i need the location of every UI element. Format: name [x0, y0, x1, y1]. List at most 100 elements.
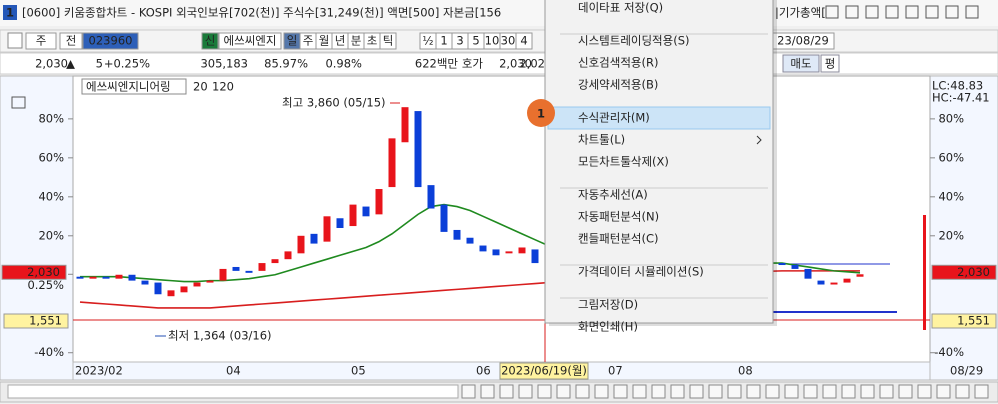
period-select-box[interactable]: [25, 32, 57, 50]
title-button[interactable]: [965, 5, 979, 19]
menu-item[interactable]: 캔들패턴분석(C): [578, 232, 658, 246]
y2-tick-label: 80%: [938, 111, 964, 125]
scroll-tool[interactable]: [480, 384, 495, 399]
scroll-tool[interactable]: [613, 384, 628, 399]
menu-item[interactable]: 시스템트레이딩적용(S): [578, 34, 690, 48]
candle-body: [388, 138, 396, 188]
candle-body: [323, 216, 331, 242]
scroll-tool[interactable]: [955, 384, 970, 399]
scroll-tool[interactable]: [765, 384, 780, 399]
avg-button[interactable]: [820, 54, 840, 73]
stock-name[interactable]: 에쓰씨엔지: [224, 34, 277, 48]
scroll-tool[interactable]: [537, 384, 552, 399]
unit-button[interactable]: 1: [440, 34, 447, 48]
step-badge-label: 1: [537, 107, 545, 121]
menu-item[interactable]: 자동추세선(A): [578, 188, 648, 202]
quote-ratio2: 0.98%: [325, 57, 362, 71]
scroll-tool[interactable]: [518, 384, 533, 399]
candle-body: [310, 233, 318, 244]
scroll-tool[interactable]: [898, 384, 913, 399]
period-tab[interactable]: 일: [287, 34, 298, 48]
scroll-tool[interactable]: [708, 384, 723, 399]
candle-body: [466, 237, 474, 244]
hc-label: HC:-47.41: [932, 91, 990, 105]
scroll-tool[interactable]: [499, 384, 514, 399]
menu-item[interactable]: 강세약세적용(B): [578, 78, 658, 92]
scroll-tool[interactable]: [917, 384, 932, 399]
unit-button-box[interactable]: [515, 32, 533, 50]
scroll-tool[interactable]: [860, 384, 875, 399]
title-button[interactable]: [825, 5, 839, 19]
menu-item[interactable]: 수식관리자(M): [578, 111, 650, 125]
candle-body: [193, 282, 201, 287]
period-tab[interactable]: 틱: [383, 34, 394, 48]
menu-item[interactable]: 신호검색적용(R): [578, 56, 658, 70]
scroll-tool[interactable]: [689, 384, 704, 399]
x-tick-label: 04: [226, 364, 241, 378]
scroll-tool[interactable]: [556, 384, 571, 399]
title-button[interactable]: [925, 5, 939, 19]
stock-name-box[interactable]: [218, 32, 282, 50]
menu-item[interactable]: 화면인쇄(H): [578, 320, 638, 334]
period-tab[interactable]: 주: [303, 34, 314, 48]
period-tab[interactable]: 초: [367, 34, 378, 48]
unit-button[interactable]: 5: [472, 34, 479, 48]
scroll-tool[interactable]: [841, 384, 856, 399]
btn[interactable]: [7, 32, 23, 49]
unit-button[interactable]: ½: [422, 34, 433, 48]
scroll-tool[interactable]: [670, 384, 685, 399]
stock-code-box[interactable]: [82, 32, 139, 50]
title-button[interactable]: [865, 5, 879, 19]
menu-item[interactable]: 차트툴(L): [578, 133, 625, 147]
scroll-tool[interactable]: [632, 384, 647, 399]
sell-label[interactable]: 매도: [790, 57, 811, 71]
scroll-tool[interactable]: [575, 384, 590, 399]
x-tick-label: 08: [738, 364, 753, 378]
menu-item[interactable]: 자동패턴분석(N): [578, 210, 659, 224]
scroll-track[interactable]: [7, 384, 459, 399]
adjust-select-box[interactable]: [59, 32, 83, 50]
unit-button[interactable]: 10: [485, 34, 500, 48]
menu-item[interactable]: 가격데이터 시뮬레이션(S): [578, 265, 704, 279]
period-tab[interactable]: 년: [335, 34, 346, 48]
date-field[interactable]: 23/08/29: [777, 34, 829, 48]
new-button[interactable]: 신: [205, 34, 216, 48]
title-button[interactable]: [905, 5, 919, 19]
scroll-tool[interactable]: [879, 384, 894, 399]
unit-button[interactable]: 3: [456, 34, 463, 48]
unit-button[interactable]: 4: [520, 34, 527, 48]
scroll-tool[interactable]: [651, 384, 666, 399]
menu-item[interactable]: 데이타표 저장(Q): [578, 1, 663, 15]
table-icon[interactable]: [11, 96, 26, 109]
period-tab[interactable]: 분: [351, 34, 362, 48]
title-button[interactable]: [945, 5, 959, 19]
scroll-tool[interactable]: [803, 384, 818, 399]
scroll-tool[interactable]: [746, 384, 761, 399]
new-button-box[interactable]: [201, 32, 219, 50]
scroll-tool[interactable]: [822, 384, 837, 399]
candle-body: [297, 235, 305, 254]
unit-button[interactable]: 30: [501, 34, 516, 48]
cursor-price-left: 1,551: [29, 314, 62, 328]
menu-item[interactable]: 그림저장(D): [578, 298, 638, 312]
avg-label[interactable]: 평: [825, 57, 836, 71]
quote-hoga2: 2,02: [519, 57, 545, 71]
period-select[interactable]: 주: [36, 34, 47, 48]
scroll-tool[interactable]: [594, 384, 609, 399]
scroll-tool[interactable]: [936, 384, 951, 399]
stock-code[interactable]: 023960: [89, 34, 133, 48]
scroll-tool[interactable]: [974, 384, 989, 399]
candle-body: [414, 111, 422, 188]
scroll-tool[interactable]: [784, 384, 799, 399]
period-tab[interactable]: 월: [319, 34, 330, 48]
menu-item[interactable]: 모든차트툴삭제(X): [578, 155, 669, 169]
title-button[interactable]: [885, 5, 899, 19]
candle-body: [492, 249, 500, 256]
scroll-tool[interactable]: [461, 384, 476, 399]
scroll-tool[interactable]: [727, 384, 742, 399]
period-tab-box[interactable]: [379, 32, 397, 50]
quote-rate: +0.25%: [104, 57, 150, 71]
adjust-select[interactable]: 전: [66, 34, 77, 48]
sell-button[interactable]: [782, 54, 820, 73]
title-button[interactable]: [845, 5, 859, 19]
